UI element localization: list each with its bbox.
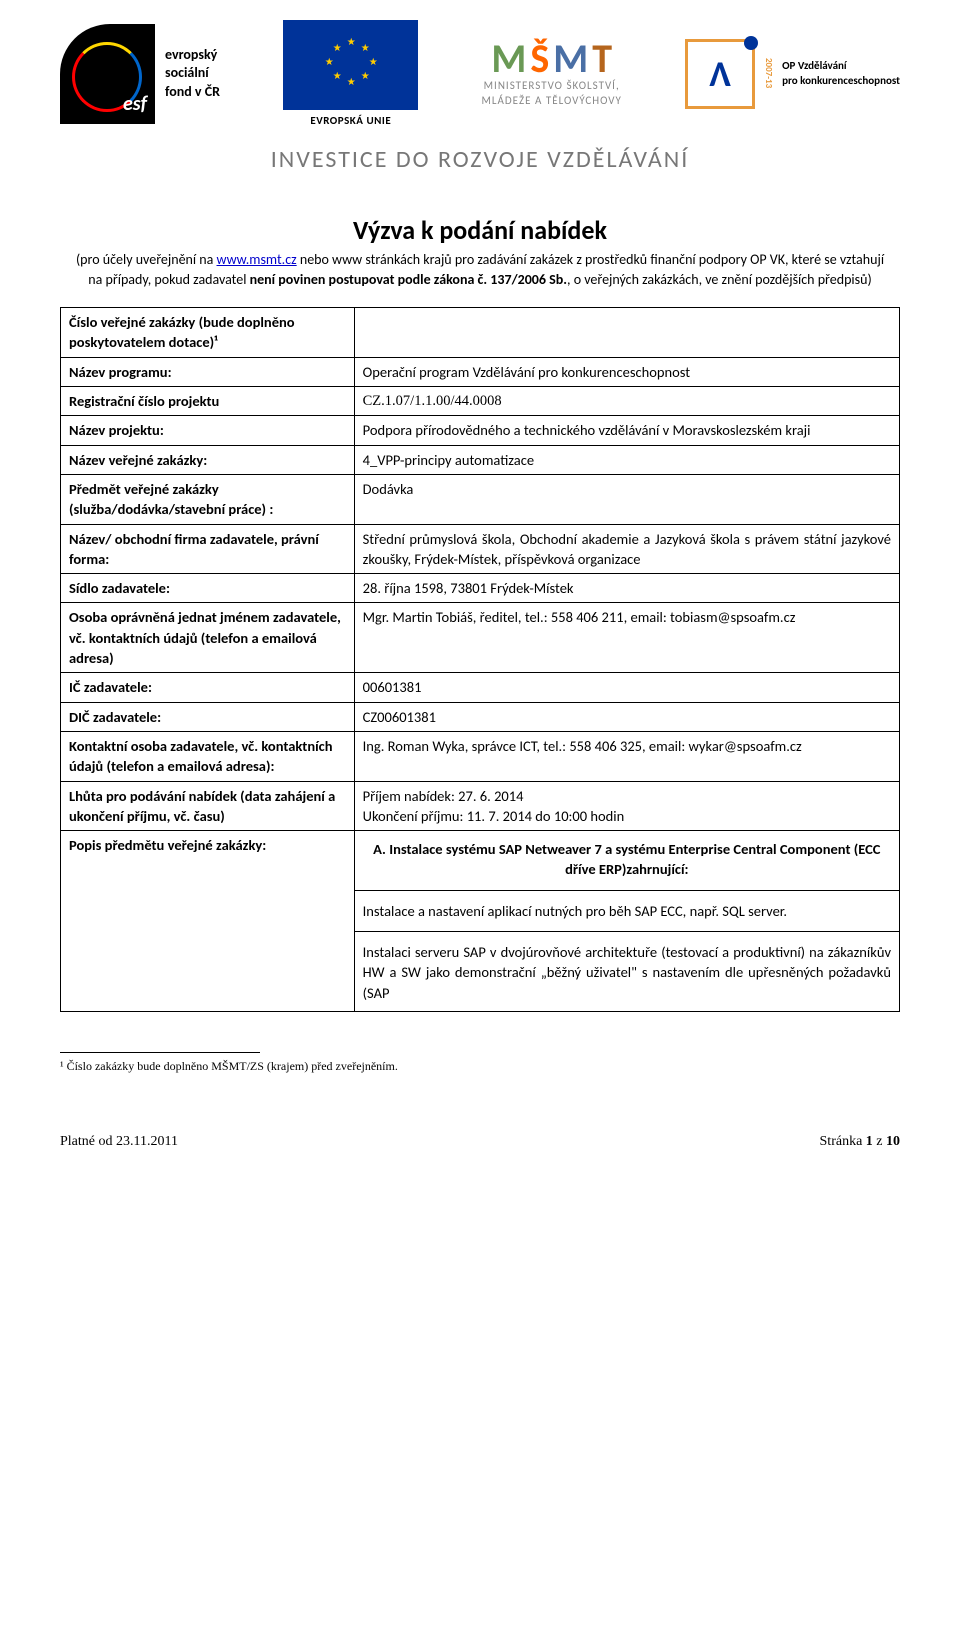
esf-shape: esf <box>60 24 155 124</box>
msmt-letters: MŠMT <box>482 39 622 79</box>
opvk-year: 2007-13 <box>763 58 774 88</box>
subtitle-end: , o veřejných zakázkách, ve znění pozděj… <box>567 271 872 288</box>
page-footer: Platné od 23.11.2011 Stránka 1 z 10 <box>60 1134 900 1150</box>
esf-label-line3: fond v ČR <box>165 83 220 101</box>
msmt-sub-line1: MINISTERSTVO ŠKOLSTVÍ, <box>482 79 622 93</box>
logo-eu: ★ ★ ★ ★ ★ ★ ★ ★ EVROPSKÁ UNIE <box>283 20 418 127</box>
row-ic-label: IČ zadavatele: <box>61 673 355 702</box>
row-dic-label: DIČ zadavatele: <box>61 702 355 731</box>
table-row: Registrační číslo projektu CZ.1.07/1.1.0… <box>61 387 900 416</box>
table-row: Číslo veřejné zakázky (bude doplněno pos… <box>61 308 900 358</box>
footer-left: Platné od 23.11.2011 <box>60 1134 178 1150</box>
row-ic-value: 00601381 <box>354 673 899 702</box>
row-reg-cislo-label: Registrační číslo projektu <box>61 387 355 416</box>
row-predmet-value: Dodávka <box>354 474 899 524</box>
lhuta-line1: Příjem nabídek: 27. 6. 2014 <box>363 786 891 806</box>
row-kontaktni-osoba-label: Kontaktní osoba zadavatele, vč. kontaktn… <box>61 731 355 781</box>
row-kontaktni-osoba-value: Ing. Roman Wyka, správce ICT, tel.: 558 … <box>354 731 899 781</box>
row-reg-cislo-value: CZ.1.07/1.1.00/44.0008 <box>354 387 899 416</box>
doc-subtitle: (pro účely uveřejnění na www.msmt.cz neb… <box>60 250 900 289</box>
table-row: Lhůta pro podávání nabídek (data zahájen… <box>61 781 900 831</box>
footer-right: Stránka 1 z 10 <box>820 1134 900 1150</box>
logo-opvk: Λ 2007-13 OP Vzdělávání pro konkurencesc… <box>685 39 900 109</box>
row-osoba-opravnena-label: Osoba oprávněná jednat jménem zadavatele… <box>61 603 355 673</box>
row-nazev-projektu-value: Podpora přírodovědného a technického vzd… <box>354 416 899 445</box>
row-nazev-programu-value: Operační program Vzdělávání pro konkuren… <box>354 357 899 386</box>
table-row: Sídlo zadavatele: 28. října 1598, 73801 … <box>61 574 900 603</box>
main-table: Číslo veřejné zakázky (bude doplněno pos… <box>60 307 900 1012</box>
table-row: Kontaktní osoba zadavatele, vč. kontaktn… <box>61 731 900 781</box>
row-lhuta-value: Příjem nabídek: 27. 6. 2014 Ukončení pří… <box>354 781 899 831</box>
table-row: Osoba oprávněná jednat jménem zadavatele… <box>61 603 900 673</box>
row-zadavatel-firma-label: Název/ obchodní firma zadavatele, právní… <box>61 524 355 574</box>
row-popis-predmetu-label: Popis předmětu veřejné zakázky: <box>61 831 355 1012</box>
row-nazev-zakazky-label: Název veřejné zakázky: <box>61 445 355 474</box>
subtitle-link[interactable]: www.msmt.cz <box>217 251 297 268</box>
row-dic-value: CZ00601381 <box>354 702 899 731</box>
popis-block-3: Instalaci serveru SAP v dvojúrovňové arc… <box>363 938 891 1007</box>
esf-label-line1: evropský <box>165 46 220 64</box>
row-cislo-zakazky-value <box>354 308 899 358</box>
logo-msmt: MŠMT MINISTERSTVO ŠKOLSTVÍ, MLÁDEŽE A TĚ… <box>482 39 622 108</box>
opvk-label-line1: OP Vzdělávání <box>782 59 900 73</box>
esf-label: evropský sociální fond v ČR <box>165 46 220 101</box>
esf-inner-text: esf <box>123 92 147 116</box>
row-popis-predmetu-value: A. Instalace systému SAP Netweaver 7 a s… <box>354 831 899 1012</box>
row-lhuta-label: Lhůta pro podávání nabídek (data zahájen… <box>61 781 355 831</box>
table-row: Název/ obchodní firma zadavatele, právní… <box>61 524 900 574</box>
row-sidlo-label: Sídlo zadavatele: <box>61 574 355 603</box>
table-row: Předmět veřejné zakázky (služba/dodávka/… <box>61 474 900 524</box>
subtitle-prefix: (pro účely uveřejnění na <box>76 251 217 268</box>
popis-block-2: Instalace a nastavení aplikací nutných p… <box>363 897 891 925</box>
table-row: DIČ zadavatele: CZ00601381 <box>61 702 900 731</box>
footnote-text: ¹ Číslo zakázky bude doplněno MŠMT/ZS (k… <box>60 1059 900 1074</box>
opvk-inner: Λ <box>709 52 730 96</box>
logo-esf: esf evropský sociální fond v ČR <box>60 24 220 124</box>
eu-flag: ★ ★ ★ ★ ★ ★ ★ ★ <box>283 20 418 110</box>
row-nazev-zakazky-value: 4_VPP-principy automatizace <box>354 445 899 474</box>
subtitle-bold: není povinen postupovat podle zákona č. … <box>250 271 567 288</box>
investice-heading: INVESTICE DO ROZVOJE VZDĚLÁVÁNÍ <box>60 145 900 174</box>
esf-label-line2: sociální <box>165 64 220 82</box>
opvk-label-line2: pro konkurenceschopnost <box>782 74 900 88</box>
row-predmet-label: Předmět veřejné zakázky (služba/dodávka/… <box>61 474 355 524</box>
row-nazev-projektu-label: Název projektu: <box>61 416 355 445</box>
table-row: Název veřejné zakázky: 4_VPP-principy au… <box>61 445 900 474</box>
row-nazev-programu-label: Název programu: <box>61 357 355 386</box>
doc-title: Výzva k podání nabídek <box>60 214 900 246</box>
table-row: IČ zadavatele: 00601381 <box>61 673 900 702</box>
opvk-label: OP Vzdělávání pro konkurenceschopnost <box>782 59 900 88</box>
lhuta-line2: Ukončení příjmu: 11. 7. 2014 do 10:00 ho… <box>363 806 891 826</box>
table-row: Název programu: Operační program Vzděláv… <box>61 357 900 386</box>
popis-block-a-heading: A. Instalace systému SAP Netweaver 7 a s… <box>363 835 891 884</box>
header-logos: esf evropský sociální fond v ČR ★ ★ ★ ★ … <box>60 20 900 127</box>
table-row: Název projektu: Podpora přírodovědného a… <box>61 416 900 445</box>
eu-label: EVROPSKÁ UNIE <box>310 114 391 127</box>
row-cislo-zakazky-label: Číslo veřejné zakázky (bude doplněno pos… <box>61 308 355 358</box>
table-row: Popis předmětu veřejné zakázky: A. Insta… <box>61 831 900 1012</box>
footnote-separator <box>60 1052 260 1053</box>
msmt-sub-line2: MLÁDEŽE A TĚLOVÝCHOVY <box>482 94 622 108</box>
row-zadavatel-firma-value: Střední průmyslová škola, Obchodní akade… <box>354 524 899 574</box>
row-sidlo-value: 28. října 1598, 73801 Frýdek-Místek <box>354 574 899 603</box>
opvk-shape: Λ <box>685 39 755 109</box>
row-osoba-opravnena-value: Mgr. Martin Tobiáš, ředitel, tel.: 558 4… <box>354 603 899 673</box>
